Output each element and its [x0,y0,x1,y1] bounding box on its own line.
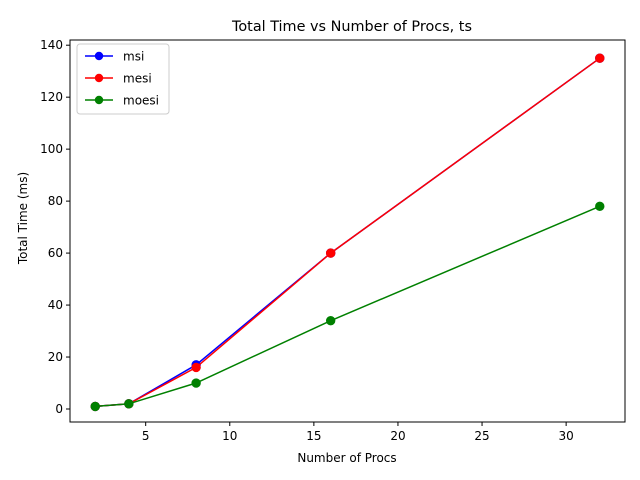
y-tick-label: 120 [40,90,63,104]
data-point-mesi [191,362,201,373]
legend-swatch-marker [94,73,104,83]
data-point-mesi [325,248,336,258]
y-tick-label: 20 [48,350,63,364]
y-tick-label: 40 [48,298,63,312]
data-point-moesi [191,378,201,388]
legend-label: mesi [123,72,152,86]
x-tick-label: 20 [390,429,405,443]
data-point-moesi [325,315,336,326]
y-tick-label: 60 [48,246,63,260]
data-point-moesi [124,399,134,409]
series-moesi [90,201,605,412]
x-tick-label: 5 [142,429,150,443]
legend-item-moesi: moesi [85,94,159,108]
legend-swatch-marker [94,95,104,105]
plot-area: 5 10 15 20 25 30 0 20 40 60 80 100 120 140 [40,38,626,443]
data-point-mesi [595,53,605,63]
x-tick-label: 30 [558,429,573,443]
y-tick-label: 80 [48,194,63,208]
x-tick-label: 15 [306,429,321,443]
chart-title: Total Time vs Number of Procs, ts [231,19,472,35]
legend-label: moesi [123,94,159,108]
x-axis-label: Number of Procs [297,451,396,465]
x-tick-label: 10 [222,429,237,443]
y-tick-label: 140 [40,38,63,52]
x-tick-label: 25 [474,429,489,443]
legend-swatch-marker [94,51,104,61]
legend-item-msi: msi [85,50,144,64]
y-axis-label: Total Time (ms) [16,172,30,265]
y-tick-label: 0 [55,402,63,416]
data-point-moesi [595,201,605,212]
data-point-moesi [90,401,100,412]
y-tick-label: 100 [40,142,63,156]
axes-frame [69,39,626,423]
legend: msi mesi moesi [76,43,170,115]
legend-item-mesi: mesi [85,72,152,86]
legend-label: msi [123,50,144,64]
